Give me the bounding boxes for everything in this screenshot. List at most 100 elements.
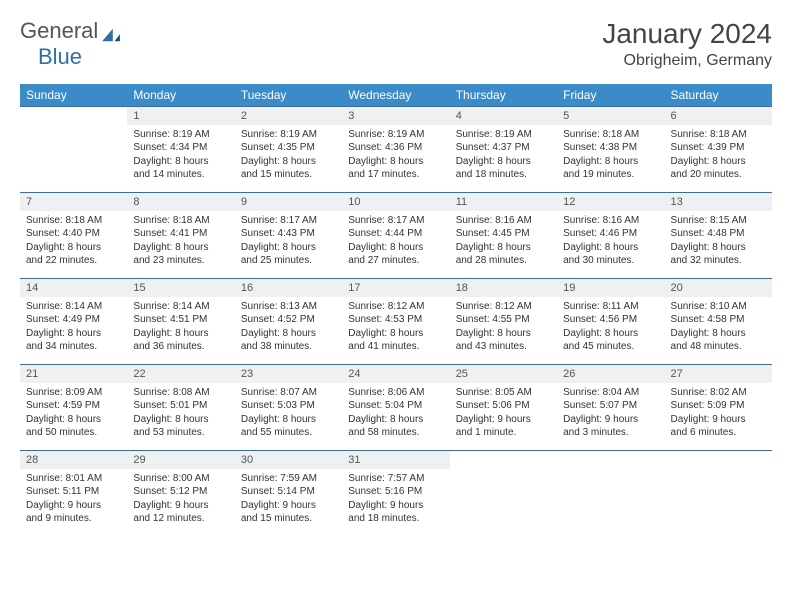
daylight-text: Daylight: 8 hours	[241, 155, 336, 169]
daylight-text: and 55 minutes.	[241, 426, 336, 440]
sunrise-text: Sunrise: 8:11 AM	[563, 300, 658, 314]
sunset-text: Sunset: 4:37 PM	[456, 141, 551, 155]
sunrise-text: Sunrise: 8:16 AM	[563, 214, 658, 228]
daylight-text: Daylight: 9 hours	[241, 499, 336, 513]
day-content-cell: Sunrise: 8:12 AMSunset: 4:55 PMDaylight:…	[450, 297, 557, 365]
daylight-text: and 14 minutes.	[133, 168, 228, 182]
day-number-cell: 18	[450, 279, 557, 297]
daylight-text: Daylight: 8 hours	[456, 327, 551, 341]
sunrise-text: Sunrise: 7:57 AM	[348, 472, 443, 486]
sunrise-text: Sunrise: 8:17 AM	[241, 214, 336, 228]
content-row: Sunrise: 8:19 AMSunset: 4:34 PMDaylight:…	[20, 125, 772, 193]
daylight-text: and 12 minutes.	[133, 512, 228, 526]
sunset-text: Sunset: 5:04 PM	[348, 399, 443, 413]
daylight-text: Daylight: 8 hours	[241, 413, 336, 427]
day-number-cell: 22	[127, 365, 234, 383]
daylight-text: Daylight: 8 hours	[563, 241, 658, 255]
sunset-text: Sunset: 4:59 PM	[26, 399, 121, 413]
daylight-text: and 20 minutes.	[671, 168, 766, 182]
daylight-text: and 9 minutes.	[26, 512, 121, 526]
day-number-cell: 2	[235, 107, 342, 125]
sunrise-text: Sunrise: 8:04 AM	[563, 386, 658, 400]
sunset-text: Sunset: 4:38 PM	[563, 141, 658, 155]
sunset-text: Sunset: 5:01 PM	[133, 399, 228, 413]
day-number-cell: 4	[450, 107, 557, 125]
daylight-text: Daylight: 8 hours	[563, 327, 658, 341]
day-number-cell: 25	[450, 365, 557, 383]
daynum-row: 28293031	[20, 451, 772, 469]
day-content-cell: Sunrise: 8:19 AMSunset: 4:34 PMDaylight:…	[127, 125, 234, 193]
day-number-cell: 21	[20, 365, 127, 383]
sunset-text: Sunset: 5:09 PM	[671, 399, 766, 413]
day-content-cell: Sunrise: 8:16 AMSunset: 4:46 PMDaylight:…	[557, 211, 664, 279]
day-number-cell: 8	[127, 193, 234, 211]
day-number-cell: 14	[20, 279, 127, 297]
day-number-cell: 15	[127, 279, 234, 297]
daylight-text: Daylight: 8 hours	[348, 413, 443, 427]
sunset-text: Sunset: 4:34 PM	[133, 141, 228, 155]
sunset-text: Sunset: 5:12 PM	[133, 485, 228, 499]
day-content-cell: Sunrise: 8:04 AMSunset: 5:07 PMDaylight:…	[557, 383, 664, 451]
day-content-cell: Sunrise: 8:18 AMSunset: 4:38 PMDaylight:…	[557, 125, 664, 193]
sunset-text: Sunset: 5:07 PM	[563, 399, 658, 413]
sunset-text: Sunset: 4:35 PM	[241, 141, 336, 155]
day-content-cell: Sunrise: 8:07 AMSunset: 5:03 PMDaylight:…	[235, 383, 342, 451]
day-content-cell: Sunrise: 8:14 AMSunset: 4:51 PMDaylight:…	[127, 297, 234, 365]
daylight-text: and 28 minutes.	[456, 254, 551, 268]
daylight-text: Daylight: 8 hours	[133, 413, 228, 427]
day-content-cell	[665, 469, 772, 537]
day-number-cell: 10	[342, 193, 449, 211]
day-content-cell: Sunrise: 8:01 AMSunset: 5:11 PMDaylight:…	[20, 469, 127, 537]
sail-icon	[100, 23, 122, 39]
day-content-cell: Sunrise: 7:59 AMSunset: 5:14 PMDaylight:…	[235, 469, 342, 537]
day-content-cell: Sunrise: 8:17 AMSunset: 4:44 PMDaylight:…	[342, 211, 449, 279]
daylight-text: and 53 minutes.	[133, 426, 228, 440]
sunrise-text: Sunrise: 8:19 AM	[241, 128, 336, 142]
day-content-cell: Sunrise: 8:16 AMSunset: 4:45 PMDaylight:…	[450, 211, 557, 279]
day-content-cell: Sunrise: 8:08 AMSunset: 5:01 PMDaylight:…	[127, 383, 234, 451]
daylight-text: and 41 minutes.	[348, 340, 443, 354]
daylight-text: and 50 minutes.	[26, 426, 121, 440]
day-content-cell: Sunrise: 8:18 AMSunset: 4:40 PMDaylight:…	[20, 211, 127, 279]
sunset-text: Sunset: 4:46 PM	[563, 227, 658, 241]
sunset-text: Sunset: 4:48 PM	[671, 227, 766, 241]
day-number-cell: 23	[235, 365, 342, 383]
day-number-cell: 16	[235, 279, 342, 297]
day-content-cell: Sunrise: 7:57 AMSunset: 5:16 PMDaylight:…	[342, 469, 449, 537]
daylight-text: and 38 minutes.	[241, 340, 336, 354]
daylight-text: and 30 minutes.	[563, 254, 658, 268]
sunrise-text: Sunrise: 8:14 AM	[26, 300, 121, 314]
day-number-cell	[557, 451, 664, 469]
sunrise-text: Sunrise: 8:19 AM	[348, 128, 443, 142]
logo: General	[20, 18, 124, 44]
day-content-cell: Sunrise: 8:00 AMSunset: 5:12 PMDaylight:…	[127, 469, 234, 537]
sunrise-text: Sunrise: 7:59 AM	[241, 472, 336, 486]
day-content-cell: Sunrise: 8:18 AMSunset: 4:39 PMDaylight:…	[665, 125, 772, 193]
daylight-text: and 6 minutes.	[671, 426, 766, 440]
day-content-cell	[20, 125, 127, 193]
daylight-text: and 15 minutes.	[241, 168, 336, 182]
sunset-text: Sunset: 4:44 PM	[348, 227, 443, 241]
day-content-cell: Sunrise: 8:15 AMSunset: 4:48 PMDaylight:…	[665, 211, 772, 279]
day-number-cell: 3	[342, 107, 449, 125]
day-number-cell: 12	[557, 193, 664, 211]
calendar-table: Sunday Monday Tuesday Wednesday Thursday…	[20, 84, 772, 537]
daylight-text: Daylight: 9 hours	[563, 413, 658, 427]
day-number-cell: 24	[342, 365, 449, 383]
day-content-cell: Sunrise: 8:17 AMSunset: 4:43 PMDaylight:…	[235, 211, 342, 279]
sunset-text: Sunset: 5:06 PM	[456, 399, 551, 413]
day-number-cell: 1	[127, 107, 234, 125]
sunrise-text: Sunrise: 8:12 AM	[456, 300, 551, 314]
daylight-text: Daylight: 9 hours	[671, 413, 766, 427]
day-number-cell: 7	[20, 193, 127, 211]
sunrise-text: Sunrise: 8:00 AM	[133, 472, 228, 486]
weekday-header: Tuesday	[235, 84, 342, 107]
day-content-cell: Sunrise: 8:12 AMSunset: 4:53 PMDaylight:…	[342, 297, 449, 365]
daylight-text: Daylight: 8 hours	[133, 241, 228, 255]
day-number-cell: 20	[665, 279, 772, 297]
daylight-text: Daylight: 9 hours	[26, 499, 121, 513]
sunrise-text: Sunrise: 8:05 AM	[456, 386, 551, 400]
daynum-row: 21222324252627	[20, 365, 772, 383]
daylight-text: Daylight: 8 hours	[133, 155, 228, 169]
sunset-text: Sunset: 4:51 PM	[133, 313, 228, 327]
